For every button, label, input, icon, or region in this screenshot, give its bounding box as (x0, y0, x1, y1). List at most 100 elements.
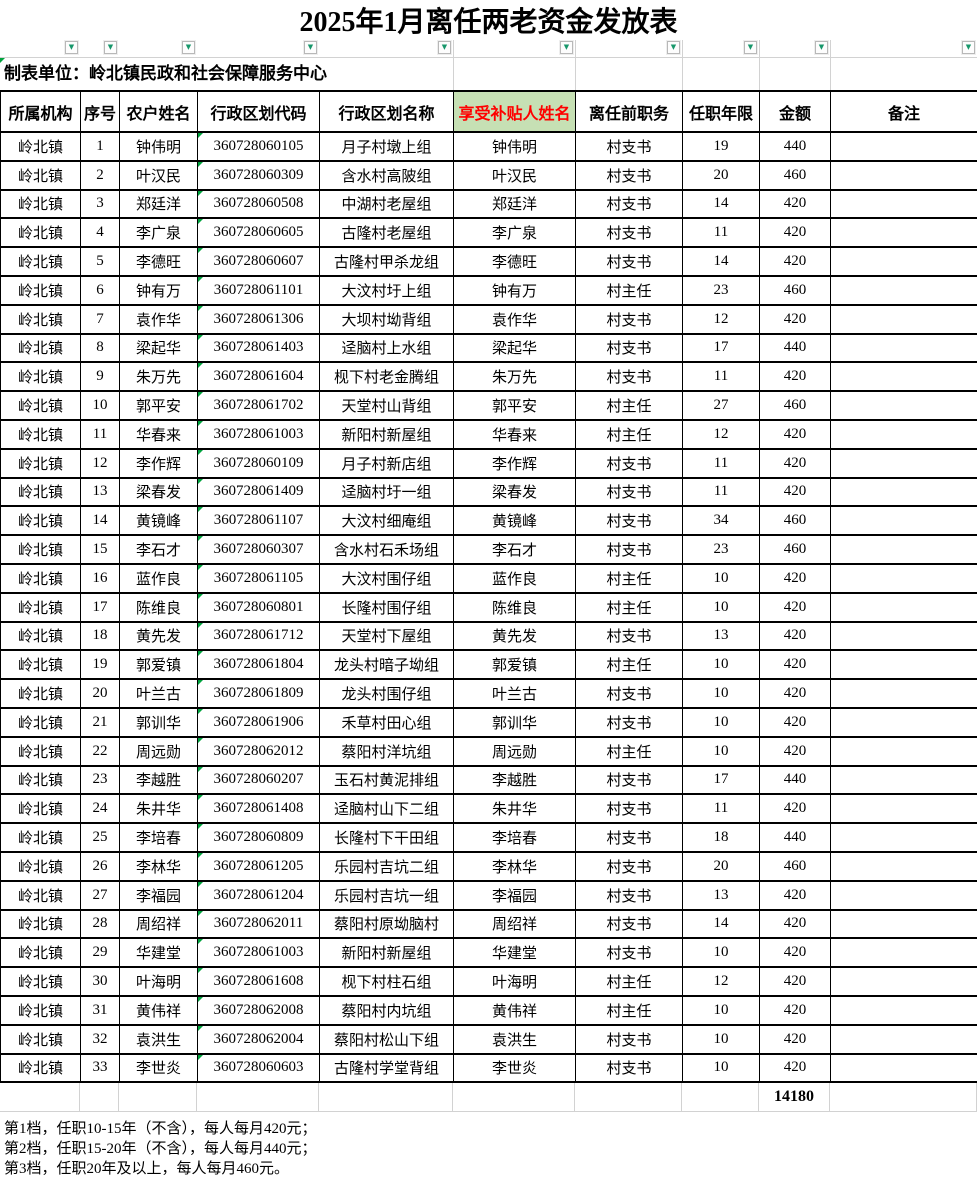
cell[interactable]: 460 (759, 534, 831, 565)
cell[interactable] (830, 447, 977, 479)
cell[interactable]: 12 (682, 966, 760, 997)
cell[interactable]: 2 (80, 159, 120, 191)
cell[interactable]: 蔡阳村原坳脑村 (319, 908, 454, 940)
cell[interactable]: 叶海明 (453, 966, 576, 997)
cell[interactable]: 袁作华 (119, 303, 198, 335)
cell[interactable]: 10 (682, 678, 760, 709)
column-header-1[interactable]: 所属机构 (0, 90, 81, 133)
cell[interactable]: 460 (759, 274, 831, 306)
cell[interactable]: 岭北镇 (0, 188, 81, 220)
cell[interactable]: 蓝作良 (119, 562, 198, 594)
cell[interactable]: 岭北镇 (0, 332, 81, 364)
cell[interactable]: 9 (80, 361, 120, 393)
cell[interactable]: 11 (682, 447, 760, 479)
cell[interactable]: 郭爱镇 (453, 649, 576, 681)
empty-cell[interactable] (119, 1083, 197, 1111)
empty-cell[interactable] (453, 1083, 575, 1111)
cell[interactable] (830, 850, 977, 882)
cell[interactable]: 村主任 (575, 649, 683, 681)
cell[interactable]: 360728061712 (197, 620, 320, 652)
cell[interactable]: 14 (682, 188, 760, 220)
cell[interactable] (830, 274, 977, 306)
cell[interactable]: 31 (80, 994, 120, 1026)
cell[interactable]: 郭平安 (453, 390, 576, 421)
cell[interactable]: 27 (80, 879, 120, 911)
cell[interactable]: 460 (759, 390, 831, 421)
cell[interactable]: 360728060605 (197, 217, 320, 249)
cell[interactable]: 10 (682, 994, 760, 1026)
filter-dropdown[interactable]: ▼ (962, 41, 975, 54)
cell[interactable]: 11 (80, 418, 120, 450)
empty-cell[interactable] (319, 1083, 453, 1111)
cell[interactable]: 钟有万 (453, 274, 576, 306)
cell[interactable]: 乐园村吉坑二组 (319, 850, 454, 882)
cell[interactable]: 梁起华 (119, 332, 198, 364)
cell[interactable] (830, 764, 977, 796)
cell[interactable]: 5 (80, 246, 120, 277)
cell[interactable]: 李福园 (119, 879, 198, 911)
cell[interactable]: 中湖村老屋组 (319, 188, 454, 220)
cell[interactable]: 岭北镇 (0, 534, 81, 565)
cell[interactable]: 360728061409 (197, 476, 320, 508)
cell[interactable]: 村主任 (575, 591, 683, 623)
cell[interactable]: 袁作华 (453, 303, 576, 335)
cell[interactable]: 月子村新店组 (319, 447, 454, 479)
cell[interactable]: 岭北镇 (0, 274, 81, 306)
cell[interactable]: 420 (759, 793, 831, 825)
cell[interactable]: 420 (759, 418, 831, 450)
cell[interactable]: 华春来 (453, 418, 576, 450)
cell[interactable]: 17 (80, 591, 120, 623)
empty-cell[interactable] (0, 1083, 80, 1111)
cell[interactable] (830, 217, 977, 249)
cell[interactable]: 迳脑村圩一组 (319, 476, 454, 508)
cell[interactable] (830, 994, 977, 1026)
cell[interactable]: 村主任 (575, 966, 683, 997)
cell[interactable]: 袁洪生 (119, 1023, 198, 1055)
cell[interactable]: 村支书 (575, 620, 683, 652)
cell[interactable]: 村支书 (575, 850, 683, 882)
cell[interactable]: 村支书 (575, 534, 683, 565)
cell[interactable]: 岭北镇 (0, 303, 81, 335)
cell[interactable]: 村支书 (575, 332, 683, 364)
cell[interactable]: 岭北镇 (0, 822, 81, 853)
cell[interactable] (830, 303, 977, 335)
column-header-4[interactable]: 行政区划代码 (197, 90, 320, 133)
cell[interactable]: 420 (759, 879, 831, 911)
cell[interactable]: 村支书 (575, 822, 683, 853)
cell[interactable]: 郭爱镇 (119, 649, 198, 681)
cell[interactable]: 420 (759, 937, 831, 969)
cell[interactable] (830, 1052, 977, 1084)
cell[interactable]: 3 (80, 188, 120, 220)
cell[interactable]: 10 (682, 1052, 760, 1084)
cell[interactable]: 23 (682, 534, 760, 565)
cell[interactable]: 郑廷洋 (453, 188, 576, 220)
cell[interactable]: 周远勋 (119, 735, 198, 767)
cell[interactable]: 360728060309 (197, 159, 320, 191)
cell[interactable]: 大汶村围仔组 (319, 562, 454, 594)
cell[interactable]: 360728060607 (197, 246, 320, 277)
cell[interactable]: 420 (759, 678, 831, 709)
cell[interactable]: 长隆村围仔组 (319, 591, 454, 623)
cell[interactable]: 10 (682, 562, 760, 594)
cell[interactable]: 420 (759, 246, 831, 277)
cell[interactable]: 岭北镇 (0, 591, 81, 623)
cell[interactable]: 李世炎 (119, 1052, 198, 1084)
cell[interactable]: 村主任 (575, 418, 683, 450)
cell[interactable] (830, 390, 977, 421)
cell[interactable]: 420 (759, 562, 831, 594)
cell[interactable]: 龙头村暗子坳组 (319, 649, 454, 681)
cell[interactable]: 朱万先 (453, 361, 576, 393)
cell[interactable]: 梁起华 (453, 332, 576, 364)
cell[interactable]: 360728060105 (197, 131, 320, 162)
cell[interactable]: 19 (80, 649, 120, 681)
cell[interactable]: 李作辉 (119, 447, 198, 479)
cell[interactable]: 郭训华 (453, 706, 576, 738)
empty-cell[interactable] (80, 1083, 119, 1111)
cell[interactable]: 郭平安 (119, 390, 198, 421)
cell[interactable]: 25 (80, 822, 120, 853)
cell[interactable]: 李林华 (453, 850, 576, 882)
cell[interactable]: 岭北镇 (0, 131, 81, 162)
cell[interactable]: 李福园 (453, 879, 576, 911)
cell[interactable]: 岭北镇 (0, 361, 81, 393)
cell[interactable]: 李石才 (119, 534, 198, 565)
